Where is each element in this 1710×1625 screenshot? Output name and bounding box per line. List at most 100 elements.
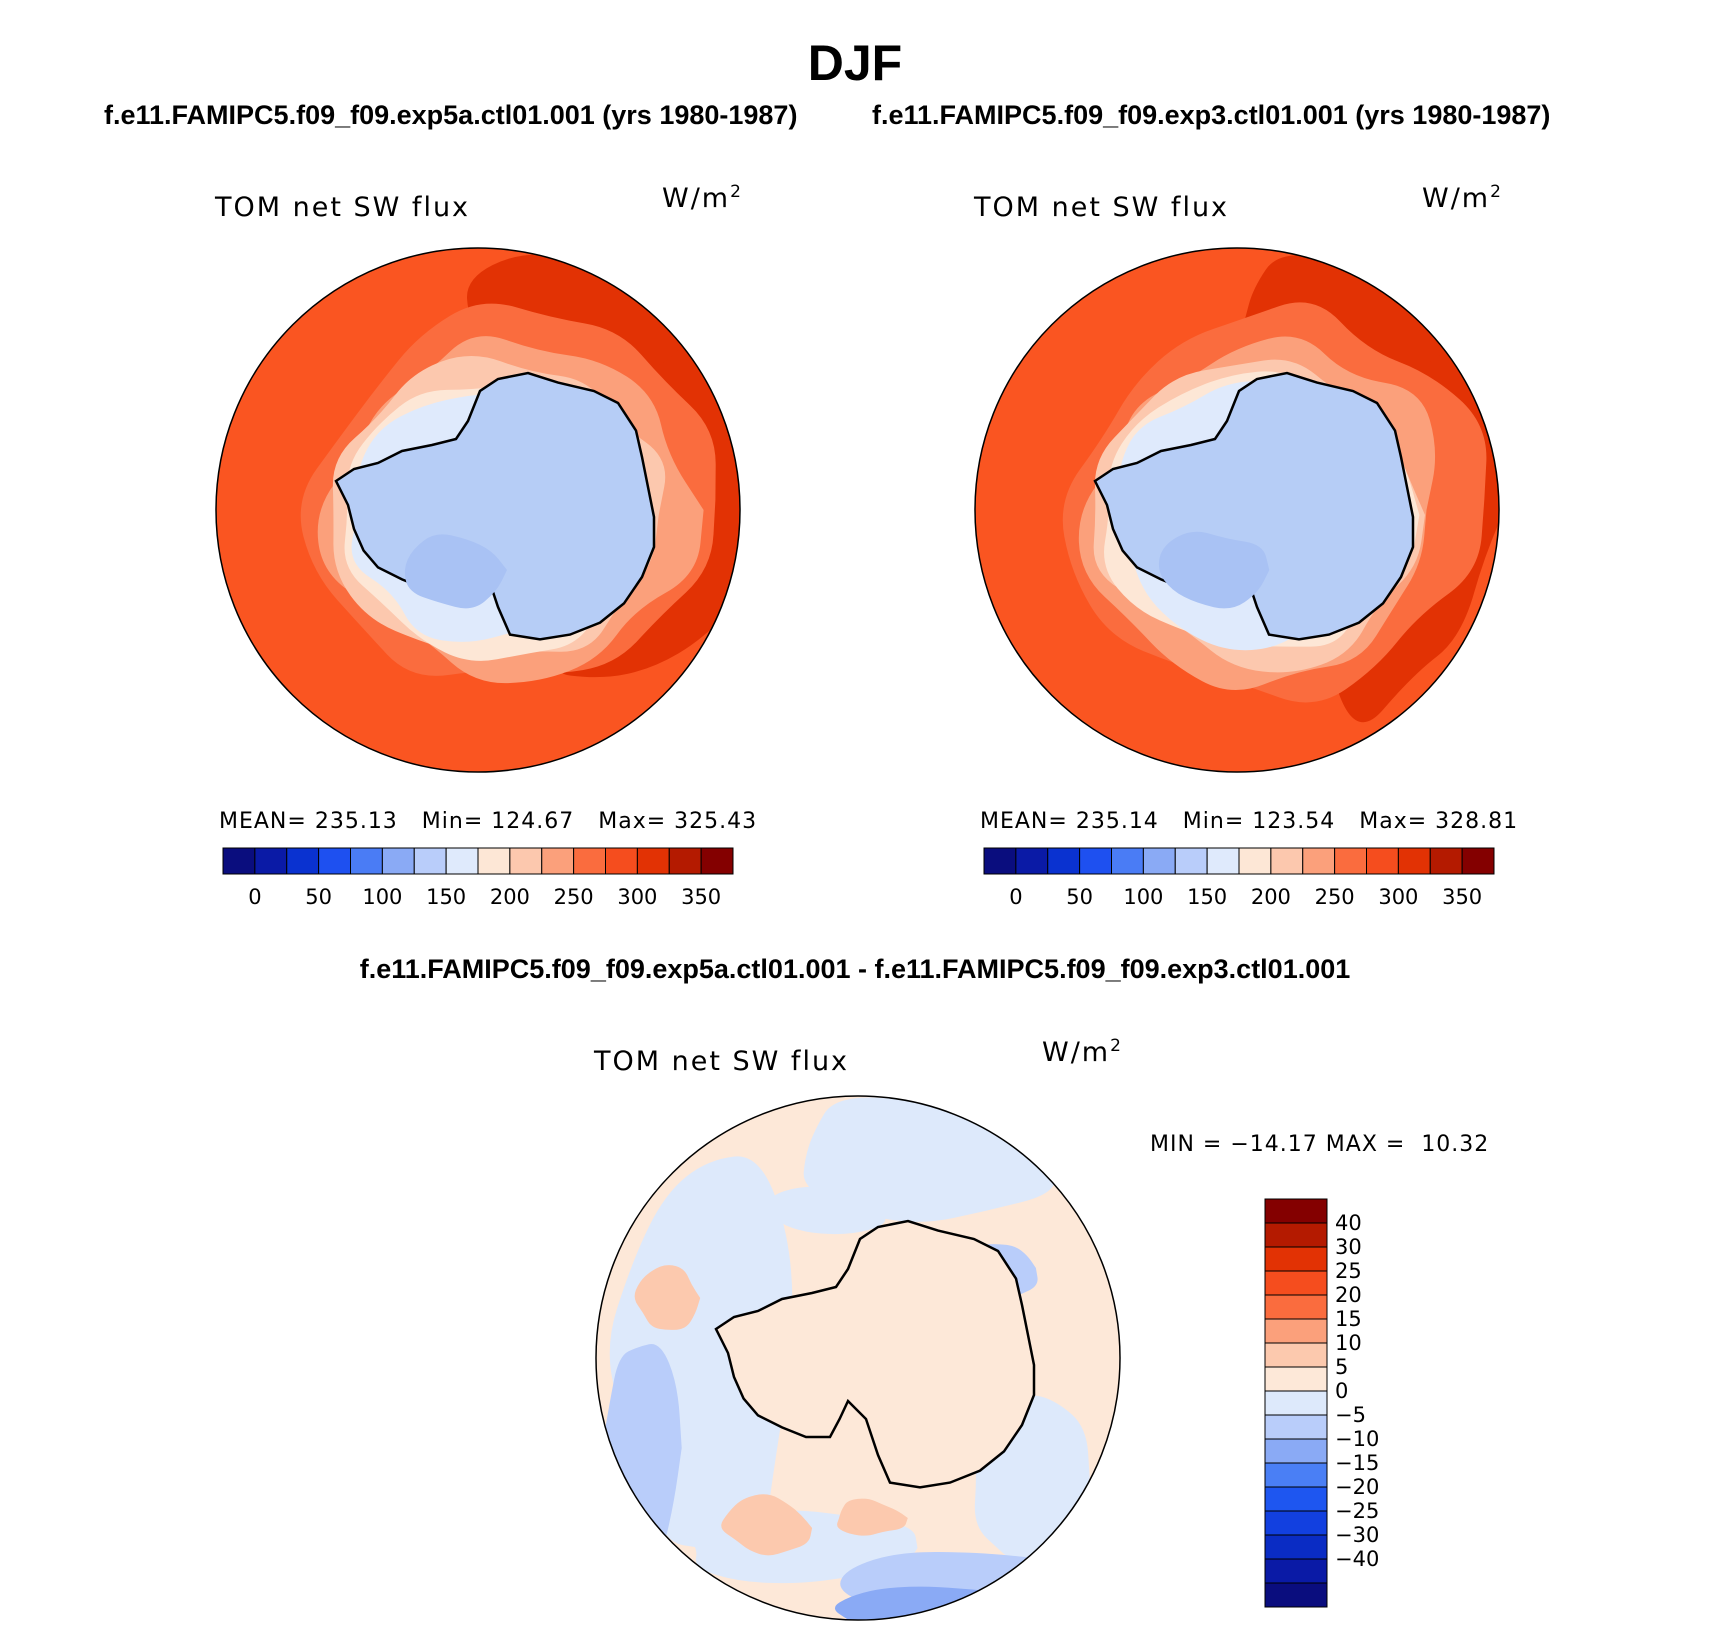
colorbar-swatch (1264, 1438, 1328, 1464)
colorbar-swatch (1264, 1558, 1328, 1584)
colorbar-tick-label: −40 (1335, 1547, 1379, 1571)
colorbar-swatch (1302, 847, 1336, 875)
units-exponent: 2 (730, 182, 743, 202)
colorbar-tick-label: −20 (1335, 1475, 1379, 1499)
colorbar-tick-label: 100 (1123, 885, 1163, 909)
colorbar-tick-label: 25 (1335, 1259, 1362, 1283)
colorbar-swatch (1264, 1222, 1328, 1248)
colorbar-tick-label: 20 (1335, 1283, 1362, 1307)
colorbar-swatch (1397, 847, 1431, 875)
colorbar-tick-label: 15 (1335, 1307, 1362, 1331)
units-base: W/m (1042, 1037, 1111, 1068)
colorbar-tick-label: 200 (1251, 885, 1291, 909)
colorbar-swatch (1142, 847, 1176, 875)
max-label: Max= (1359, 809, 1428, 834)
min-label: Min= (1182, 809, 1245, 834)
case-a-title: f.e11.FAMIPC5.f09_f09.exp5a.ctl01.001 (y… (104, 100, 798, 130)
colorbar-swatch (1264, 1246, 1328, 1272)
colorbar-swatch (1206, 847, 1240, 875)
colorbar-swatch (1264, 1366, 1328, 1392)
colorbar-tick-label: −10 (1335, 1427, 1379, 1451)
colorbar-tick-label: 0 (1335, 1379, 1348, 1403)
anomaly-region (837, 1498, 908, 1536)
colorbar-swatch (1015, 847, 1049, 875)
colorbar-swatch (668, 847, 702, 875)
units-base: W/m (662, 183, 731, 214)
colorbar-tick-label: 5 (1335, 1355, 1348, 1379)
colorbar-swatch (222, 847, 256, 875)
colorbar-swatch (573, 847, 606, 875)
panel-b-stats: MEAN= 235.14 Min= 123.54 Max= 328.81 (980, 809, 1518, 834)
colorbar-swatch (1174, 847, 1208, 875)
ice-shelf-region (404, 534, 507, 609)
max-label: Max= (598, 809, 667, 834)
colorbar-swatch (1264, 1198, 1328, 1224)
panel-diff-units: W/m2 (1042, 1036, 1123, 1068)
colorbar-panel-a: 0 50 100 150 200 250 300 350 (222, 847, 734, 909)
anomaly-region (634, 1265, 701, 1330)
antarctica-coastline (714, 1219, 1036, 1489)
map-panel-a (215, 247, 741, 773)
map-panel-b (974, 247, 1500, 773)
map-panel-diff (595, 1095, 1121, 1621)
colorbar-swatch (1334, 847, 1367, 875)
colorbar-tick-label: −25 (1335, 1499, 1379, 1523)
min-value: −14.17 (1230, 1132, 1318, 1157)
mean-label: MEAN= (980, 809, 1068, 834)
colorbar-swatch (1264, 1270, 1328, 1296)
colorbar-tick-label: 0 (248, 885, 261, 909)
ice-shelf-region (1158, 531, 1270, 609)
colorbar-tick-label: 50 (305, 885, 332, 909)
colorbar-swatch (286, 847, 320, 875)
min-value: 124.67 (491, 809, 575, 834)
colorbar-swatch (445, 847, 479, 875)
colorbar-tick-label: 150 (426, 885, 466, 909)
colorbar-swatch (1238, 847, 1272, 875)
colorbar-swatch (1366, 847, 1399, 875)
colorbar-swatch (1264, 1462, 1328, 1488)
map-border (974, 247, 1500, 773)
colorbar-swatch (1264, 1318, 1328, 1344)
map-border (595, 1095, 1121, 1621)
colorbar-swatch (1264, 1414, 1328, 1440)
colorbar-swatch (700, 847, 734, 875)
max-value: 10.32 (1421, 1132, 1490, 1157)
panel-b-units: W/m2 (1422, 182, 1503, 214)
diff-title: f.e11.FAMIPC5.f09_f09.exp5a.ctl01.001 - … (359, 954, 1351, 984)
colorbar-swatch (254, 847, 288, 875)
colorbar-swatch (636, 847, 670, 875)
anomaly-region (721, 1494, 813, 1556)
anomaly-region (768, 1185, 886, 1235)
max-value: 328.81 (1435, 809, 1519, 834)
colorbar-swatch (605, 847, 638, 875)
colorbar-tick-label: −5 (1335, 1403, 1366, 1427)
colorbar-swatch (1264, 1342, 1328, 1368)
colorbar-tick-label: −15 (1335, 1451, 1379, 1475)
colorbar-tick-label: −30 (1335, 1523, 1379, 1547)
colorbar-tick-label: 200 (490, 885, 530, 909)
panel-a-stats: MEAN= 235.13 Min= 124.67 Max= 325.43 (219, 809, 757, 834)
panel-b-variable: TOM net SW flux (974, 192, 1230, 223)
colorbar-swatch (477, 847, 511, 875)
colorbar-swatch (350, 847, 383, 875)
colorbar-tick-label: 300 (617, 885, 657, 909)
colorbar-swatch (509, 847, 543, 875)
max-value: 325.43 (674, 809, 758, 834)
mean-value: 235.14 (1075, 809, 1159, 834)
colorbar-tick-label: 150 (1187, 885, 1227, 909)
season-title: DJF (807, 35, 903, 91)
colorbar-swatch (1264, 1486, 1328, 1512)
colorbar-tick-label: 250 (554, 885, 594, 909)
min-label: MIN = (1150, 1132, 1223, 1157)
colorbar-swatch (1461, 847, 1495, 875)
colorbar-swatch (1047, 847, 1081, 875)
colorbar-tick-label: 350 (681, 885, 721, 909)
colorbar-swatch (1111, 847, 1144, 875)
colorbar-swatch (1264, 1582, 1328, 1608)
panel-diff-stats: MIN = −14.17 MAX = 10.32 (1150, 1132, 1489, 1157)
colorbar-tick-label: 250 (1315, 885, 1355, 909)
colorbar-swatch (381, 847, 415, 875)
map-fill (596, 1096, 1120, 1620)
panel-a-variable: TOM net SW flux (215, 192, 471, 223)
